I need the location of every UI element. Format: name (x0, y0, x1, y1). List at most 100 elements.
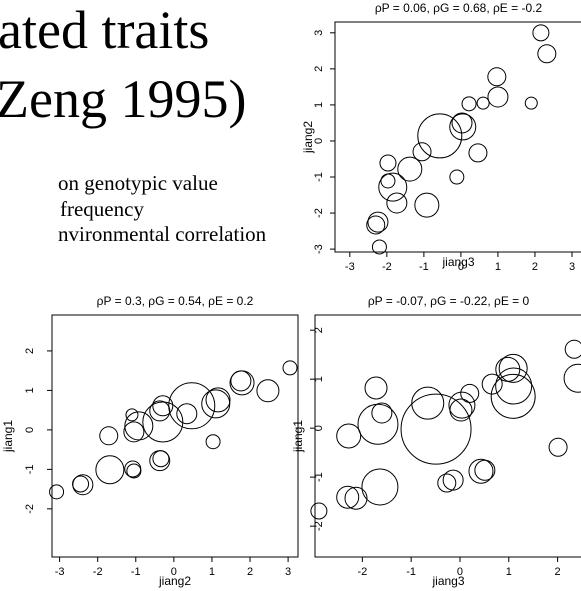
point (201, 389, 231, 419)
y-tick-label: -2 (313, 208, 325, 218)
point (449, 398, 473, 422)
x-tick-label: -1 (406, 566, 416, 578)
y-tick-label: -2 (24, 504, 36, 514)
y-axis-label: jiang1 (291, 420, 305, 453)
point (442, 469, 464, 491)
x-tick-label: 0 (458, 261, 464, 273)
x-tick-label: 3 (569, 261, 575, 273)
y-tick-label: -2 (313, 521, 325, 531)
chart: ρP = 0.3, ρG = 0.54, ρE = 0.2 -3 -2 -1 0 1 2 3 -… (1, 294, 299, 588)
point (124, 460, 142, 478)
x-axis-label: jiang3 (441, 255, 474, 269)
point (487, 67, 507, 87)
plot-frame (314, 314, 581, 558)
y-tick-label: 1 (24, 387, 36, 393)
bullet-text: on genotypic value (58, 171, 218, 195)
point (344, 486, 368, 510)
point (282, 360, 298, 376)
y-tick-label: 2 (24, 348, 36, 354)
point (474, 459, 496, 481)
point (357, 403, 399, 445)
x-tick-label: 1 (209, 566, 215, 578)
point (476, 96, 490, 110)
point (414, 192, 440, 218)
point (400, 393, 472, 465)
point (437, 473, 457, 493)
y-tick-label: 2 (313, 327, 325, 333)
x-tick-label: 0 (457, 566, 463, 578)
point (99, 426, 119, 446)
x-tick-label: 1 (495, 261, 501, 273)
x-axis-label: jiang3 (431, 574, 464, 588)
point (378, 172, 408, 202)
chart: ρP = 0.06, ρG = 0.68, ρE = -0.2 -3 -2 -1 0 1 2… (301, 1, 581, 273)
point (564, 339, 581, 359)
point (449, 169, 465, 185)
chart-title: ρP = -0.07, ρG = -0.22, ρE = 0 (368, 294, 530, 308)
point (417, 113, 463, 159)
x-tick-label: 0 (171, 566, 177, 578)
bullet-text: frequency (60, 197, 144, 221)
point (449, 113, 477, 141)
point (205, 434, 221, 450)
point (125, 408, 139, 422)
point (176, 403, 198, 425)
point (229, 370, 255, 396)
y-tick-label: -1 (313, 172, 325, 182)
point (152, 450, 170, 468)
point (336, 485, 360, 509)
x-tick-label: -1 (419, 261, 429, 273)
x-tick-label: -2 (357, 566, 367, 578)
point (361, 468, 399, 506)
y-tick-label: 3 (313, 30, 325, 36)
x-tick-label: 3 (285, 566, 291, 578)
point (524, 96, 538, 110)
point (451, 112, 473, 134)
y-tick-label: 0 (24, 427, 36, 433)
point (498, 353, 528, 383)
point (256, 379, 280, 403)
y-tick-label: 1 (313, 102, 325, 108)
y-tick-label: 0 (313, 425, 325, 431)
slide-title-line: Zeng 1995) (0, 69, 246, 129)
point (468, 458, 494, 484)
point (72, 475, 90, 493)
point (448, 391, 476, 419)
point (548, 437, 568, 457)
x-tick-label: -3 (55, 566, 65, 578)
y-tick-label: -3 (313, 244, 325, 254)
point (386, 192, 408, 214)
point (468, 143, 488, 163)
point (460, 383, 480, 403)
point (366, 215, 386, 235)
point (412, 142, 432, 162)
x-tick-label: -3 (345, 261, 355, 273)
point (49, 484, 65, 500)
slide-title-line: ated traits (0, 0, 209, 60)
x-tick-label: 1 (506, 566, 512, 578)
bullet-text: nvironmental correlation (58, 222, 267, 246)
x-tick-label: 2 (555, 566, 561, 578)
point (371, 402, 393, 424)
plot-frame (334, 21, 581, 253)
point (532, 24, 550, 42)
point (481, 373, 503, 395)
point (371, 239, 387, 255)
point (397, 156, 423, 182)
y-tick-label: 0 (313, 138, 325, 144)
point (563, 363, 581, 393)
point (537, 44, 557, 64)
point (495, 367, 533, 405)
y-tick-label: -1 (313, 472, 325, 482)
point (168, 382, 216, 430)
y-axis-label: jiang2 (301, 121, 315, 154)
x-tick-label: 2 (247, 566, 253, 578)
y-axis-label: jiang1 (1, 420, 15, 453)
y-tick-label: 1 (313, 376, 325, 382)
chart-title: ρP = 0.3, ρG = 0.54, ρE = 0.2 (97, 294, 254, 308)
x-tick-label: -2 (382, 261, 392, 273)
point (310, 502, 328, 520)
point (380, 173, 396, 189)
chart: ρP = -0.07, ρG = -0.22, ρE = 0 -2 -1 0 1 2 -2 -… (291, 294, 581, 588)
